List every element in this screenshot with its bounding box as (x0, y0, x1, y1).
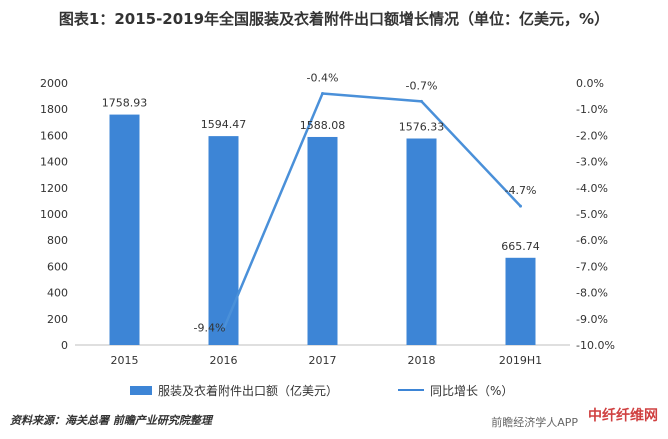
bar (406, 138, 437, 345)
legend-item-line: 同比增长（%） (398, 382, 513, 399)
y-right-tick-label: -9.0% (576, 313, 608, 326)
y-right-tick-label: -7.0% (576, 260, 608, 273)
y-left-tick-label: 2000 (40, 77, 68, 90)
y-left-tick-label: 1400 (40, 156, 68, 169)
line-layer (222, 91, 522, 331)
y-left-tick-label: 0 (61, 339, 68, 352)
labels-layer: 1758.93 1594.47 1588.08 1576.33 665.74 -9.4% -… (102, 71, 540, 334)
bar-data-label: 665.74 (501, 240, 540, 253)
line-data-label: -0.4% (307, 71, 339, 84)
legend: 服装及衣着附件出口额（亿美元） 同比增长（%） (130, 382, 573, 398)
y-left-tick-label: 400 (47, 287, 68, 300)
bar (208, 136, 239, 345)
watermark-app: 前瞻经济学人APP (491, 416, 578, 429)
growth-point (222, 327, 225, 331)
bar (109, 114, 140, 345)
x-tick-label: 2016 (210, 354, 238, 367)
y-left-tick-label: 800 (47, 234, 68, 247)
y-left-tick-label: 1000 (40, 208, 68, 221)
bar-data-label: 1576.33 (399, 121, 445, 134)
y-left-tick-label: 200 (47, 313, 68, 326)
y-left-tick-label: 1200 (40, 182, 68, 195)
line-data-label: -0.7% (406, 79, 438, 92)
axes-layer: 0 200 400 600 800 1000 1200 1400 1600 1800 2000 0.0… (40, 77, 615, 367)
legend-swatch-bar (130, 385, 152, 395)
growth-point (420, 99, 423, 103)
y-right-tick-label: 0.0% (576, 77, 604, 90)
y-right-tick-label: -8.0% (576, 287, 608, 300)
line-data-label: -4.7% (505, 184, 537, 197)
x-tick-label: 2017 (309, 354, 337, 367)
watermark-brand: 中纤纤维网 (588, 408, 658, 424)
x-tick-label: 2015 (111, 354, 139, 367)
legend-label-bar: 服装及衣着附件出口额（亿美元） (158, 383, 339, 398)
x-tick-label: 2018 (408, 354, 436, 367)
y-right-tick-label: -4.0% (576, 182, 608, 195)
source-note: 资料来源：海关总署 前瞻产业研究院整理 (10, 414, 212, 427)
y-left-tick-label: 1800 (40, 103, 68, 116)
legend-item-bar: 服装及衣着附件出口额（亿美元） (130, 382, 338, 399)
bar-data-label: 1594.47 (201, 118, 247, 131)
growth-line (222, 92, 522, 330)
y-right-tick-label: -1.0% (576, 103, 608, 116)
y-right-tick-label: -6.0% (576, 234, 608, 247)
legend-swatch-line (398, 389, 425, 391)
bars-layer (109, 114, 536, 345)
y-left-tick-label: 600 (47, 260, 68, 273)
y-left-tick-label: 1600 (40, 129, 68, 142)
bar (307, 136, 338, 345)
y-right-tick-label: -10.0% (576, 339, 615, 352)
y-right-tick-label: -3.0% (576, 156, 608, 169)
line-data-label: -9.4% (194, 321, 226, 334)
legend-label-line: 同比增长（%） (430, 383, 514, 398)
chart-title: 图表1：2015-2019年全国服装及衣着附件出口额增长情况（单位：亿美元，%） (58, 10, 610, 28)
x-tick-label: 2019H1 (499, 354, 542, 367)
bar-data-label: 1588.08 (300, 119, 346, 132)
growth-point (321, 91, 324, 95)
growth-point (519, 204, 522, 208)
y-right-tick-label: -5.0% (576, 208, 608, 221)
bar-data-label: 1758.93 (102, 97, 148, 110)
bar (505, 257, 536, 345)
y-right-tick-label: -2.0% (576, 129, 608, 142)
